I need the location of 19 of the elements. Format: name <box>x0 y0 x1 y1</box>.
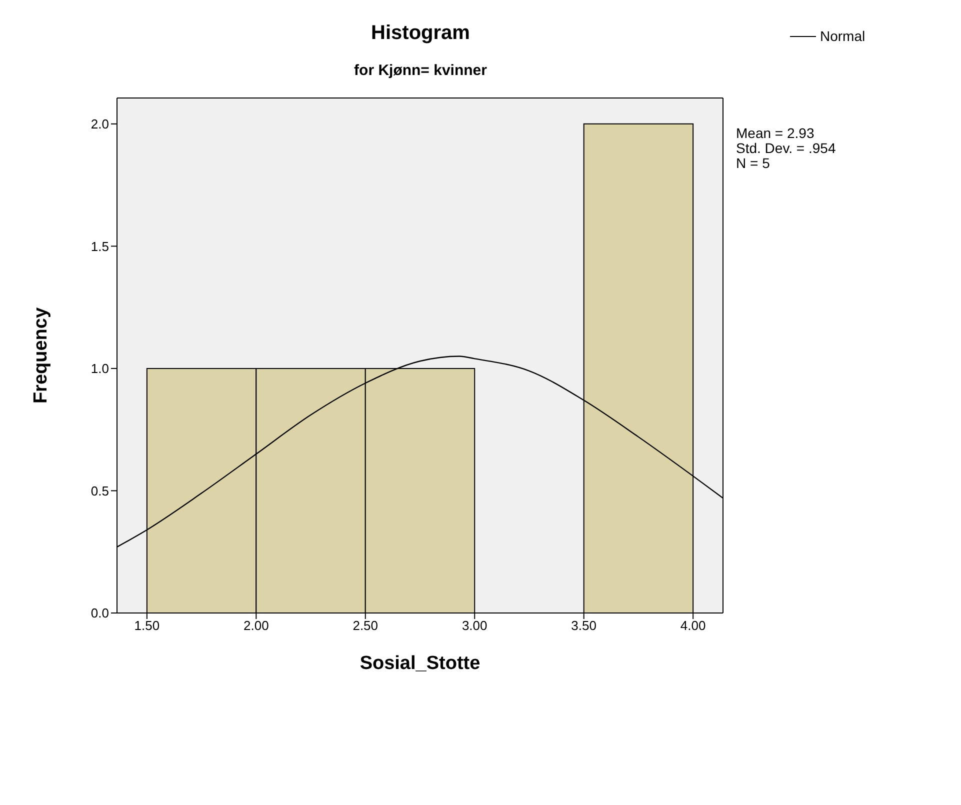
x-tick-label: 3.00 <box>462 618 488 634</box>
y-tick-label: 0.0 <box>90 606 109 621</box>
y-tick-label: 1.5 <box>90 238 109 254</box>
text: Mean = 2.93 <box>736 125 816 141</box>
legend-label: Normal <box>819 28 866 44</box>
x-tick-label: 3.50 <box>571 618 596 634</box>
y-tick-label: 1.0 <box>90 361 109 376</box>
y-tick-label: 0.5 <box>90 483 109 498</box>
x-axis-title: Sosial_Stotte <box>360 653 480 674</box>
x-tick-label: 2.00 <box>244 618 269 634</box>
y-axis-title: Frequency <box>30 307 52 404</box>
x-tick-label: 1.50 <box>134 618 160 634</box>
text: Std. Dev. = .954 <box>736 140 836 156</box>
x-tick-label: 2.50 <box>352 618 378 634</box>
text: N = 5 <box>736 155 771 171</box>
y-tick-label: 2.0 <box>90 116 109 132</box>
chart-subtitle: for Kjønn= kvinner <box>353 62 488 79</box>
x-tick-label: 4.00 <box>680 618 706 634</box>
chart-title: Histogram <box>370 22 471 45</box>
